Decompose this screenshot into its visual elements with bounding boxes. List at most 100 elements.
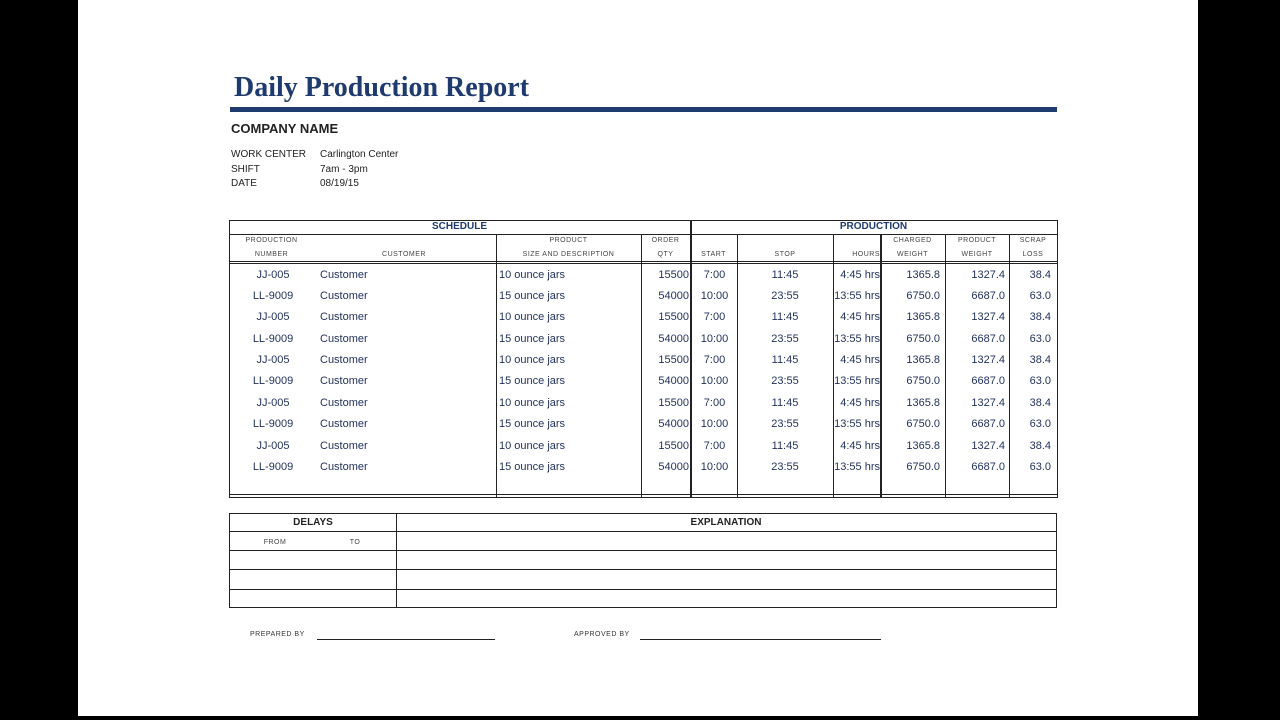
cell-order-qty: 15500 <box>658 440 689 452</box>
column-divider <box>229 220 230 498</box>
cell-production-number: JJ-005 <box>256 269 290 281</box>
cell-product-weight: 1327.4 <box>971 440 1005 452</box>
prepared-by-line[interactable] <box>317 639 495 640</box>
cell-stop: 23:55 <box>771 290 799 302</box>
cell-charged-weight: 1365.8 <box>906 269 940 281</box>
cell-scrap-loss: 38.4 <box>1029 311 1051 323</box>
cell-order-qty: 15500 <box>658 397 689 409</box>
cell-product-weight: 6687.0 <box>971 461 1005 473</box>
cell-start: 10:00 <box>700 461 729 473</box>
cell-production-number: JJ-005 <box>256 440 290 452</box>
hdr-start: START <box>701 251 726 258</box>
cell-order-qty: 15500 <box>658 269 689 281</box>
cell-product: 15 ounce jars <box>499 333 566 345</box>
company-name: COMPANY NAME <box>231 121 339 136</box>
cell-product: 10 ounce jars <box>499 354 566 366</box>
row-divider <box>229 263 1057 264</box>
cell-order-qty: 15500 <box>658 311 689 323</box>
cell-hours: 13:55 hrs <box>834 290 880 302</box>
cell-product: 10 ounce jars <box>499 311 566 323</box>
column-divider <box>833 234 834 498</box>
cell-stop: 11:45 <box>771 354 799 366</box>
cell-production-number: LL-9009 <box>252 290 294 302</box>
row-divider <box>229 494 1057 495</box>
cell-scrap-loss: 38.4 <box>1029 440 1051 452</box>
cell-product-weight: 1327.4 <box>971 311 1005 323</box>
hdr-product: PRODUCT SIZE AND DESCRIPTION <box>522 237 615 258</box>
cell-product-weight: 1327.4 <box>971 269 1005 281</box>
cell-order-qty: 54000 <box>658 290 689 302</box>
cell-product-weight: 6687.0 <box>971 333 1005 345</box>
cell-start: 7:00 <box>703 269 726 281</box>
cell-charged-weight: 6750.0 <box>906 290 940 302</box>
cell-production-number: LL-9009 <box>252 461 294 473</box>
cell-hours: 4:45 hrs <box>840 269 880 281</box>
column-divider <box>737 234 738 498</box>
cell-start: 7:00 <box>703 397 726 409</box>
info-work-center: WORK CENTER Carlington Center <box>231 149 399 160</box>
hdr-from: FROM <box>263 539 287 546</box>
cell-hours: 4:45 hrs <box>840 397 880 409</box>
report-page <box>78 0 1198 716</box>
cell-hours: 4:45 hrs <box>840 440 880 452</box>
cell-customer: Customer <box>320 269 368 281</box>
cell-order-qty: 54000 <box>658 333 689 345</box>
cell-customer: Customer <box>320 440 368 452</box>
cell-product-weight: 1327.4 <box>971 354 1005 366</box>
cell-product: 10 ounce jars <box>499 440 566 452</box>
cell-customer: Customer <box>320 290 368 302</box>
hdr-to: TO <box>349 539 361 546</box>
hdr-customer: CUSTOMER <box>382 251 426 258</box>
approved-by-line[interactable] <box>640 639 881 640</box>
cell-charged-weight: 6750.0 <box>906 375 940 387</box>
cell-charged-weight: 6750.0 <box>906 461 940 473</box>
cell-order-qty: 15500 <box>658 354 689 366</box>
cell-product: 15 ounce jars <box>499 418 566 430</box>
row-divider <box>229 220 1057 221</box>
hdr-stop: STOP <box>774 251 796 258</box>
cell-product: 15 ounce jars <box>499 290 566 302</box>
row-divider <box>229 234 1057 235</box>
cell-production-number: JJ-005 <box>256 311 290 323</box>
cell-customer: Customer <box>320 418 368 430</box>
production-heading: PRODUCTION <box>839 221 908 232</box>
cell-hours: 13:55 hrs <box>834 375 880 387</box>
cell-customer: Customer <box>320 461 368 473</box>
production-table: SCHEDULE PRODUCTION PRODUCTION NUMBER CUS… <box>229 220 1058 498</box>
cell-hours: 13:55 hrs <box>834 418 880 430</box>
cell-product: 15 ounce jars <box>499 461 566 473</box>
cell-stop: 23:55 <box>771 461 799 473</box>
cell-charged-weight: 1365.8 <box>906 311 940 323</box>
cell-order-qty: 54000 <box>658 418 689 430</box>
title-rule <box>230 107 1057 112</box>
cell-charged-weight: 1365.8 <box>906 397 940 409</box>
cell-stop: 23:55 <box>771 418 799 430</box>
column-divider <box>880 234 882 498</box>
hdr-charged-weight: CHARGED WEIGHT <box>893 237 932 258</box>
cell-scrap-loss: 63.0 <box>1029 461 1051 473</box>
cell-stop: 11:45 <box>771 397 799 409</box>
cell-customer: Customer <box>320 354 368 366</box>
cell-scrap-loss: 63.0 <box>1029 333 1051 345</box>
cell-order-qty: 54000 <box>658 375 689 387</box>
cell-charged-weight: 1365.8 <box>906 354 940 366</box>
cell-scrap-loss: 63.0 <box>1029 290 1051 302</box>
cell-scrap-loss: 63.0 <box>1029 375 1051 387</box>
cell-hours: 4:45 hrs <box>840 311 880 323</box>
cell-stop: 23:55 <box>771 333 799 345</box>
delays-heading: DELAYS <box>293 517 333 528</box>
column-divider <box>945 234 946 498</box>
row-divider <box>229 497 1057 498</box>
cell-scrap-loss: 63.0 <box>1029 418 1051 430</box>
hdr-scrap-loss: SCRAP LOSS <box>1019 237 1047 258</box>
cell-product: 10 ounce jars <box>499 397 566 409</box>
cell-hours: 13:55 hrs <box>834 333 880 345</box>
cell-scrap-loss: 38.4 <box>1029 397 1051 409</box>
column-divider <box>1009 234 1010 498</box>
cell-charged-weight: 6750.0 <box>906 418 940 430</box>
cell-production-number: JJ-005 <box>256 354 290 366</box>
cell-production-number: JJ-005 <box>256 397 290 409</box>
cell-stop: 11:45 <box>771 311 799 323</box>
cell-stop: 23:55 <box>771 375 799 387</box>
cell-scrap-loss: 38.4 <box>1029 354 1051 366</box>
